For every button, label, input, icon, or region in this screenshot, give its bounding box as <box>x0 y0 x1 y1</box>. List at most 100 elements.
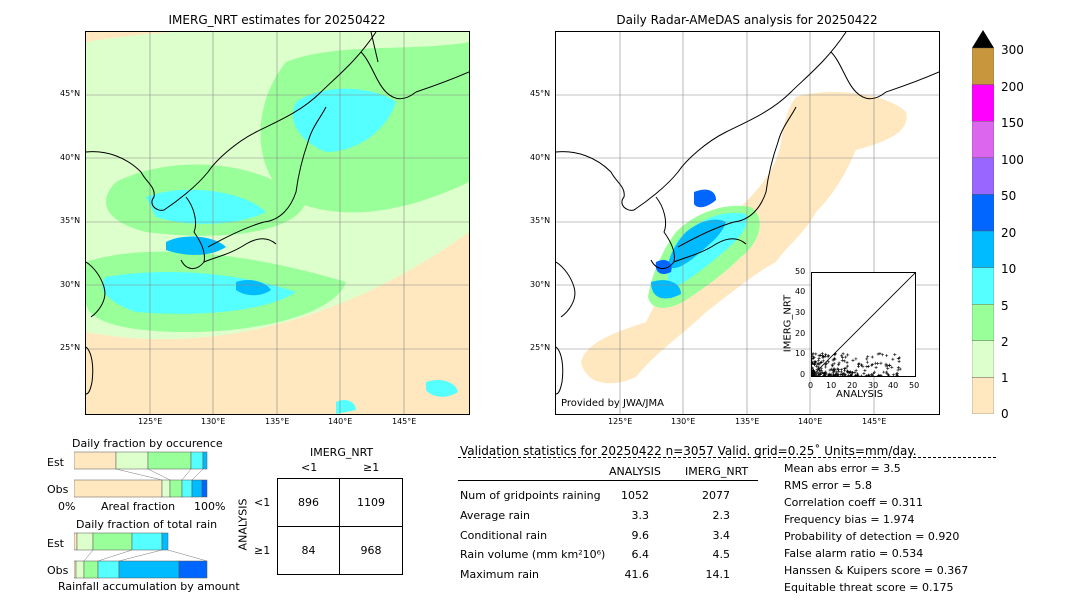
scatter-ytick-0: 0 <box>800 370 806 379</box>
colorbar-label-50: 50 <box>1001 189 1017 203</box>
scatter-point <box>817 358 821 362</box>
scatter-xtick-40: 40 <box>888 381 899 390</box>
validation-row-label: Average rain <box>460 509 530 522</box>
right-lon-label-130: 130°E <box>671 417 696 426</box>
total-rain-obs-bar <box>73 560 208 579</box>
colorbar-segment <box>971 340 995 378</box>
validation-row-imerg: 3.4 <box>712 529 731 542</box>
scatter-point <box>815 372 819 376</box>
scatter-point <box>828 372 832 376</box>
left-lat-label-30: 30°N <box>60 280 81 289</box>
contingency-cell-11: 968 <box>360 544 382 557</box>
scatter-point <box>884 364 888 368</box>
scatter-ytick-30: 30 <box>795 308 806 317</box>
scatter-point <box>896 366 900 370</box>
score-rms-error: RMS error = 5.8 <box>784 479 872 492</box>
validation-row-label: Conditional rain <box>460 529 548 542</box>
total-rain-title: Daily fraction of total rain <box>76 518 218 531</box>
scatter-ytick-50: 50 <box>795 267 806 276</box>
contingency-row-label-ge1: ≥1 <box>254 544 271 557</box>
scatter-point <box>897 356 901 360</box>
scatter-point <box>854 368 858 372</box>
occurence-axis-right: 100% <box>194 500 226 513</box>
left-lat-label-35: 35°N <box>60 216 81 225</box>
scatter-point <box>826 355 830 359</box>
occurence-connectors <box>115 468 204 481</box>
scatter-xtick-20: 20 <box>847 381 858 390</box>
validation-row-label: Num of gridpoints raining <box>460 489 601 502</box>
scatter-point <box>841 355 845 359</box>
scatter-point <box>854 357 858 361</box>
contingency-row-header: ANALYSIS <box>236 498 250 551</box>
occurence-title: Daily fraction by occurence <box>72 437 223 450</box>
right-lon-label-145: 145°E <box>862 417 887 426</box>
colorbar-segment <box>971 267 995 305</box>
colorbar-segment <box>971 120 995 158</box>
scatter-point <box>836 367 840 371</box>
contingency-cell-10: 84 <box>301 544 316 557</box>
right-lon-label-140: 140°E <box>798 417 823 426</box>
scatter-point <box>833 368 837 372</box>
colorbar-segment <box>971 84 995 122</box>
colorbar-segment <box>971 194 995 232</box>
validation-col-imerg: IMERG_NRT <box>685 465 749 478</box>
contingency-col-header: IMERG_NRT <box>310 446 374 459</box>
right-map-svg <box>556 32 939 414</box>
scatter-point <box>862 372 866 376</box>
colorbar-segment <box>971 377 995 415</box>
scatter-point <box>856 372 860 376</box>
validation-row-label: Maximum rain <box>460 568 539 581</box>
validation-header: Validation statistics for 20250422 n=305… <box>460 444 917 458</box>
scatter-point <box>866 364 870 368</box>
scatter-point <box>846 353 850 357</box>
colorbar-segment <box>971 230 995 268</box>
colorbar-segment <box>971 47 995 85</box>
scatter-point <box>844 366 848 370</box>
colorbar-label-150: 150 <box>1001 116 1024 130</box>
scatter-ytick-10: 10 <box>795 349 806 358</box>
validation-row-imerg: 14.1 <box>705 568 731 581</box>
scatter-xtick-0: 0 <box>808 381 814 390</box>
scatter-point <box>844 355 848 359</box>
scatter-point <box>833 357 837 361</box>
scatter-point <box>885 371 889 375</box>
validation-row-imerg: 4.5 <box>712 548 731 561</box>
scatter-point <box>879 361 883 365</box>
scatter-point <box>829 373 833 377</box>
colorbar-segment <box>971 157 995 195</box>
occurence-chart <box>73 451 208 498</box>
occurence-axis-left: 0% <box>58 500 76 513</box>
right-lat-label-40: 40°N <box>530 153 551 162</box>
scatter-point <box>812 372 816 376</box>
score-frequency-bias: Frequency bias = 1.974 <box>784 513 915 526</box>
left-lat-label-45: 45°N <box>60 89 81 98</box>
contingency-cell-00: 896 <box>298 496 319 509</box>
right-map-coastline <box>556 32 939 395</box>
scatter-point <box>866 355 870 359</box>
scatter-point <box>836 368 840 372</box>
validation-row-imerg: 2.3 <box>712 509 731 522</box>
scatter-point <box>840 358 844 362</box>
colorbar-label-200: 200 <box>1001 80 1024 94</box>
scatter-point <box>849 370 853 374</box>
colorbar-label-100: 100 <box>1001 153 1024 167</box>
scatter-point <box>824 363 828 367</box>
scatter-point <box>891 373 895 377</box>
colorbar-segment <box>971 304 995 342</box>
contingency-table: 896 1109 84 968 <box>277 478 403 575</box>
scatter-point <box>814 352 818 356</box>
left-lat-label-40: 40°N <box>60 153 81 162</box>
left-map-svg <box>86 32 469 414</box>
scatter-point <box>886 367 890 371</box>
total-rain-chart <box>73 532 208 579</box>
scatter-point <box>897 360 901 364</box>
scatter-plot <box>810 272 916 378</box>
left-map-rain-field <box>86 32 469 414</box>
total-rain-footer: Rainfall accumulation by amount <box>58 580 240 593</box>
scatter-point <box>811 352 815 356</box>
validation-row-analysis: 6.4 <box>631 548 650 561</box>
scatter-point <box>871 363 875 367</box>
score-correlation: Correlation coeff = 0.311 <box>784 496 923 509</box>
score-ets: Equitable threat score = 0.175 <box>784 581 954 594</box>
scatter-point <box>869 363 873 367</box>
